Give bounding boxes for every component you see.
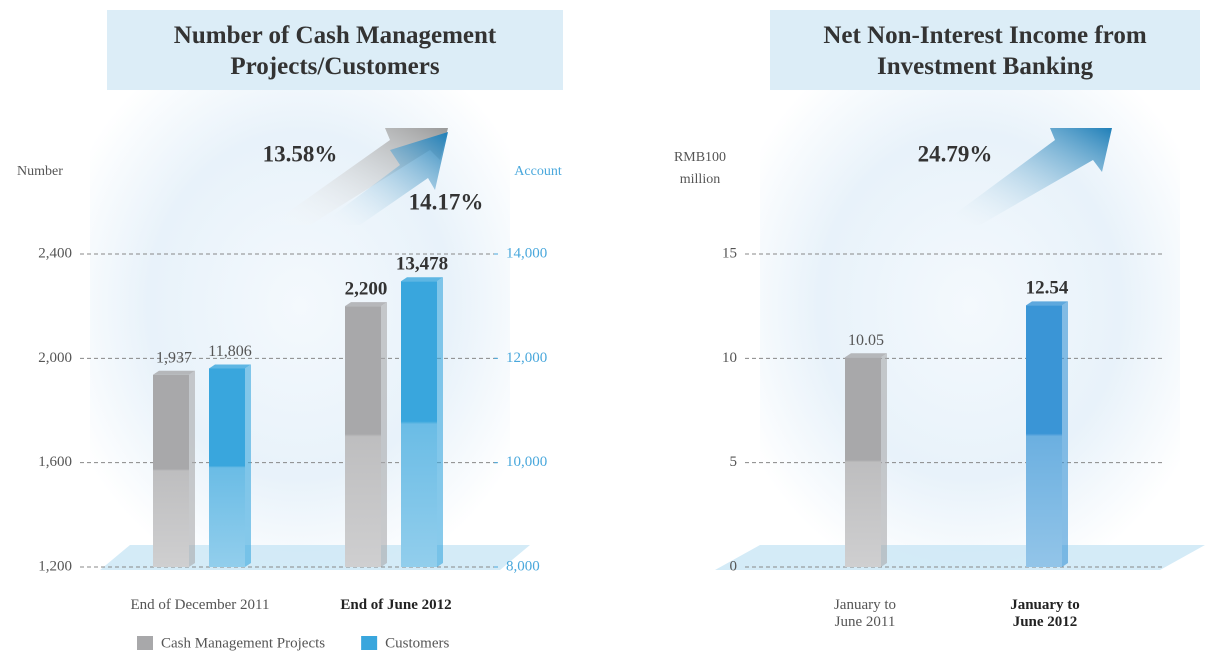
y2-tick-label: 12,000 bbox=[506, 350, 547, 366]
arrow bbox=[320, 132, 448, 225]
y2-axis-label-box: Account bbox=[514, 164, 562, 179]
annotation: 13.58% bbox=[263, 141, 338, 166]
bar-cap bbox=[345, 302, 387, 307]
y2-tick-label: 8,000 bbox=[506, 558, 540, 574]
bar-side bbox=[1062, 301, 1068, 567]
bar-side bbox=[381, 302, 387, 567]
y2-axis-label: Account bbox=[514, 164, 562, 179]
bar-shine bbox=[401, 281, 437, 567]
bar-cap bbox=[401, 277, 443, 282]
y-axis-label: RMB100 million bbox=[673, 150, 727, 187]
bar-shine bbox=[1026, 305, 1062, 567]
y-tick-label: 1,200 bbox=[38, 558, 72, 574]
bar-shine bbox=[153, 374, 189, 567]
bar-side bbox=[189, 370, 195, 567]
bar-side bbox=[245, 364, 251, 567]
legend-swatch bbox=[361, 636, 378, 650]
y-tick-label: 15 bbox=[722, 245, 737, 261]
value-label: 13,478 bbox=[396, 254, 448, 275]
value-label: 1,937 bbox=[156, 349, 192, 366]
y2-tick-label: 14,000 bbox=[506, 245, 547, 261]
y2-tick-label: 10,000 bbox=[506, 454, 547, 470]
bar-cap bbox=[209, 364, 251, 369]
backdrop bbox=[760, 90, 1180, 570]
y-axis-label-box: Number bbox=[17, 164, 63, 179]
x-tick-label-box: January to June 2011 bbox=[833, 597, 897, 630]
chart-title: Net Non-Interest Income from Investment … bbox=[823, 22, 1147, 80]
title-box bbox=[107, 10, 563, 90]
y-axis-label-box: RMB100 million bbox=[673, 150, 727, 187]
y-tick-label: 2,000 bbox=[38, 350, 72, 366]
value-label: 2,200 bbox=[345, 279, 388, 300]
y-tick-label: 1,600 bbox=[38, 454, 72, 470]
chart-title: Number of Cash Management Projects/Custo… bbox=[173, 22, 497, 80]
bar-shine bbox=[345, 306, 381, 567]
x-tick-label: January to June 2011 bbox=[833, 597, 897, 630]
bar-cap bbox=[845, 353, 887, 358]
x-tick-label: End of June 2012 bbox=[340, 597, 452, 613]
y-tick-label: 2,400 bbox=[38, 245, 72, 261]
charts: Number of Cash Management Projects/Custo… bbox=[17, 22, 1165, 651]
legend-label: Cash Management Projects bbox=[161, 635, 325, 651]
bar-shine bbox=[209, 368, 245, 567]
value-label: 11,806 bbox=[208, 343, 251, 360]
bar-side bbox=[881, 353, 887, 567]
y-axis-label: Number bbox=[17, 164, 63, 179]
x-tick-label-box: January to June 2012 bbox=[1010, 597, 1080, 630]
y-tick-label: 0 bbox=[730, 558, 738, 574]
annotation: 14.17% bbox=[409, 189, 484, 214]
y-tick-label: 10 bbox=[722, 350, 737, 366]
value-label: 12.54 bbox=[1026, 278, 1069, 299]
x-tick-label-box: End of June 2012 bbox=[340, 597, 452, 613]
bar-cap bbox=[1026, 301, 1068, 306]
bar-shine bbox=[845, 357, 881, 567]
bar-cap bbox=[153, 370, 195, 375]
x-tick-label-box: End of December 2011 bbox=[130, 597, 270, 613]
title-box bbox=[770, 10, 1200, 90]
chart-title-box: Net Non-Interest Income from Investment … bbox=[823, 22, 1147, 80]
annotation: 24.79% bbox=[918, 141, 993, 166]
value-label: 10.05 bbox=[848, 332, 884, 349]
x-tick-label: January to June 2012 bbox=[1010, 597, 1080, 630]
legend-label: Customers bbox=[385, 635, 449, 651]
y-tick-label: 5 bbox=[730, 454, 738, 470]
legend-swatch bbox=[137, 636, 153, 650]
arrow bbox=[940, 128, 1112, 225]
chart-title-box: Number of Cash Management Projects/Custo… bbox=[173, 22, 497, 80]
floor bbox=[715, 545, 1205, 570]
x-tick-label: End of December 2011 bbox=[130, 597, 270, 613]
bar-side bbox=[437, 277, 443, 567]
